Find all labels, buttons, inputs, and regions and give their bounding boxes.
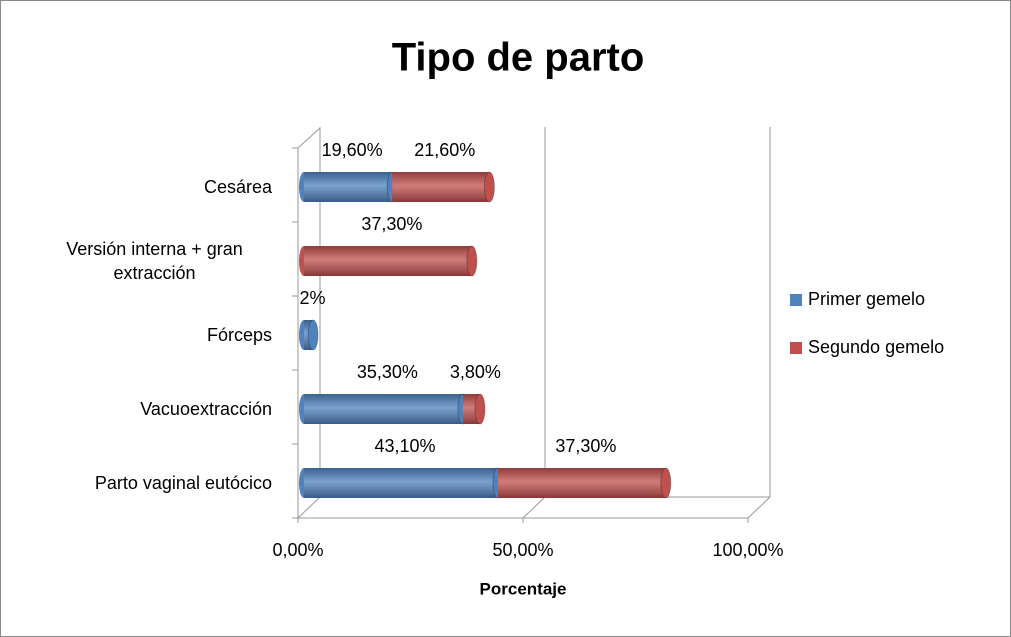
y-tick-label-text: Versión interna + gran extracción: [66, 239, 243, 283]
y-tick-label: Parto vaginal eutócico: [10, 443, 272, 523]
bar: [299, 393, 469, 425]
bar-shade: [304, 468, 498, 498]
bar: [497, 467, 672, 499]
bar-cap: [474, 393, 486, 425]
x-tick-label: 0,00%: [272, 540, 323, 560]
y-tick-label: Cesárea: [10, 147, 272, 227]
grid-floor-line: [522, 496, 546, 519]
bar-shade: [497, 468, 666, 498]
bar-shade: [304, 394, 463, 424]
y-tick-label: Vacuoextracción: [10, 369, 272, 449]
legend-swatch: [790, 342, 802, 354]
wall-edge: [297, 127, 321, 149]
bar: [299, 319, 319, 351]
bar-cap: [307, 319, 319, 351]
y-tick-label-text: Parto vaginal eutócico: [94, 473, 272, 493]
data-label: 21,60%: [414, 140, 475, 160]
bar-shade: [304, 246, 472, 276]
bar: [462, 393, 486, 425]
x-tick-label: 50,00%: [492, 540, 553, 560]
grid-floor-line: [747, 496, 771, 519]
data-label: 3,80%: [450, 362, 501, 382]
bar-cap: [660, 467, 672, 499]
data-label: 2%: [299, 288, 325, 308]
x-axis-label: Porcentaje: [480, 579, 567, 598]
data-label: 43,10%: [374, 436, 435, 456]
y-tick-label-text: Fórceps: [206, 325, 272, 345]
chart-title: Tipo de parto: [392, 36, 645, 80]
bar-shade: [304, 172, 393, 202]
y-tick-label: Fórceps: [10, 295, 272, 375]
y-tick-label: Versión interna + gran extracción: [10, 221, 272, 301]
data-label: 37,30%: [361, 214, 422, 234]
legend-label: Segundo gemelo: [808, 337, 944, 357]
data-label: 35,30%: [357, 362, 418, 382]
data-label: 19,60%: [322, 140, 383, 160]
y-tick-label-text: Cesárea: [203, 177, 272, 197]
x-tick-label: 100,00%: [712, 540, 783, 560]
bar: [299, 467, 504, 499]
legend-swatch: [790, 294, 802, 306]
data-label: 37,30%: [555, 436, 616, 456]
bar-cap: [483, 171, 495, 203]
bar-shade: [392, 172, 490, 202]
grid-floor-line: [297, 496, 321, 519]
y-tick-label-text: Vacuoextracción: [140, 399, 272, 419]
bar: [299, 171, 398, 203]
legend-label: Primer gemelo: [808, 289, 925, 309]
bar-cap: [466, 245, 478, 277]
bar: [299, 245, 478, 277]
bar: [392, 171, 495, 203]
